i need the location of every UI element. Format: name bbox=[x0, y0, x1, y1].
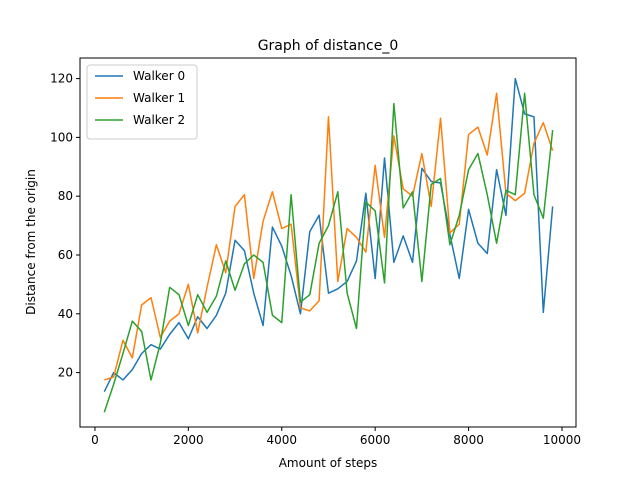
x-axis: 0 2000 4000 6000 8000 10000 bbox=[91, 427, 581, 447]
x-tick-label: 4000 bbox=[266, 433, 297, 447]
series-line-1 bbox=[104, 92, 554, 381]
series-line-2 bbox=[103, 92, 554, 413]
x-tick-label: 2000 bbox=[173, 433, 204, 447]
y-tick-label: 120 bbox=[50, 72, 73, 86]
x-tick-label: 6000 bbox=[360, 433, 391, 447]
x-tick-label: 8000 bbox=[453, 433, 484, 447]
legend-label: Walker 2 bbox=[133, 113, 185, 127]
legend-label: Walker 0 bbox=[133, 69, 185, 83]
chart-title: Graph of distance_0 bbox=[258, 38, 399, 54]
legend: Walker 0 Walker 1 Walker 2 bbox=[86, 64, 198, 140]
y-tick-label: 60 bbox=[58, 248, 73, 262]
plot-area bbox=[103, 77, 554, 413]
x-tick-label: 0 bbox=[91, 433, 99, 447]
y-axis: 20 40 60 80 100 120 bbox=[50, 72, 80, 380]
y-tick-label: 40 bbox=[58, 307, 73, 321]
plot-frame bbox=[79, 57, 577, 428]
legend-label: Walker 1 bbox=[133, 91, 185, 105]
series-line-0 bbox=[103, 77, 554, 393]
y-tick-label: 20 bbox=[58, 366, 73, 380]
x-tick-label: 10000 bbox=[543, 433, 581, 447]
y-tick-label: 80 bbox=[58, 189, 73, 203]
x-axis-label: Amount of steps bbox=[279, 456, 378, 470]
y-tick-label: 100 bbox=[50, 130, 73, 144]
y-axis-label: Distance from the origin bbox=[24, 169, 38, 315]
